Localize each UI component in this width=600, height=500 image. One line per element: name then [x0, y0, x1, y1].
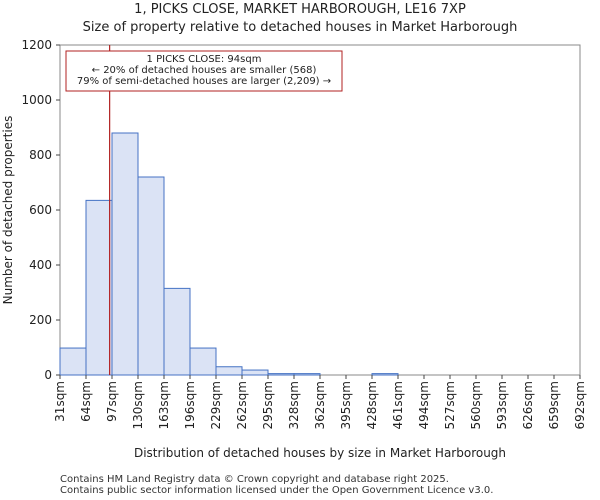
x-tick-label: 229sqm — [209, 381, 223, 429]
y-tick-label: 400 — [29, 258, 52, 272]
footer-copyright: Contains HM Land Registry data © Crown c… — [60, 474, 449, 485]
x-tick-label: 262sqm — [235, 381, 249, 429]
x-tick-label: 295sqm — [261, 381, 275, 429]
annotation-text-line: 1 PICKS CLOSE: 94sqm — [147, 54, 262, 65]
x-tick-label: 593sqm — [495, 381, 509, 429]
chart-title: 1, PICKS CLOSE, MARKET HARBOROUGH, LE16 … — [134, 2, 466, 17]
histogram-bar — [163, 287, 191, 376]
x-tick-label: 130sqm — [131, 381, 145, 429]
property-marker-group: 1 PICKS CLOSE: 94sqm← 20% of detached ho… — [65, 45, 343, 375]
annotation-box — [65, 50, 343, 92]
histogram-bar — [85, 199, 113, 376]
x-tick-label: 196sqm — [183, 381, 197, 429]
axes-group: 0 200 400 600 800 1000 1200 31sqm 64sqm 97sqm 130s… — [21, 38, 587, 429]
annotation-text-line: ← 20% of detached houses are smaller (56… — [92, 65, 317, 76]
histogram-bar — [293, 373, 321, 376]
y-tick-label: 200 — [29, 313, 52, 327]
histogram-bar — [59, 347, 87, 376]
x-tick-label: 527sqm — [443, 381, 457, 429]
y-axis-label: Number of detached properties — [1, 116, 15, 305]
chart-subtitle: Size of property relative to detached ho… — [82, 20, 518, 35]
x-tick-label: 428sqm — [365, 381, 379, 429]
histogram-bar — [215, 366, 243, 376]
histogram-bar — [111, 132, 139, 376]
footer-licence: Contains public sector information licen… — [60, 485, 494, 496]
x-axis-label: Distribution of detached houses by size … — [134, 446, 506, 460]
bars-group — [59, 132, 399, 376]
x-tick-label: 64sqm — [79, 381, 93, 422]
y-tick-label: 600 — [29, 203, 52, 217]
x-tick-label: 626sqm — [521, 381, 535, 429]
y-tick-label: 1200 — [21, 38, 52, 52]
x-tick-label: 362sqm — [313, 381, 327, 429]
y-tick-label: 0 — [44, 368, 52, 382]
x-tick-label: 461sqm — [391, 381, 405, 429]
x-tick-label: 31sqm — [53, 381, 67, 422]
histogram-bar — [189, 347, 217, 376]
histogram-bar — [267, 373, 295, 376]
x-tick-label: 560sqm — [469, 381, 483, 429]
histogram-bar — [371, 373, 399, 376]
x-tick-label: 328sqm — [287, 381, 301, 429]
x-tick-label: 494sqm — [417, 381, 431, 429]
x-tick-label: 659sqm — [547, 381, 561, 429]
y-tick-label: 800 — [29, 148, 52, 162]
histogram-bar — [137, 176, 165, 376]
x-tick-label: 692sqm — [573, 381, 587, 429]
x-tick-label: 163sqm — [157, 381, 171, 429]
x-tick-label: 97sqm — [105, 381, 119, 422]
y-tick-label: 1000 — [21, 93, 52, 107]
annotation-text-line: 79% of semi-detached houses are larger (… — [77, 76, 331, 87]
histogram-bar — [241, 369, 269, 376]
x-tick-label: 395sqm — [339, 381, 353, 429]
